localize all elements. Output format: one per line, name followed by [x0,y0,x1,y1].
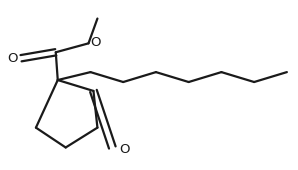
Text: O: O [7,52,17,65]
Text: O: O [90,36,101,49]
Text: O: O [119,143,130,156]
